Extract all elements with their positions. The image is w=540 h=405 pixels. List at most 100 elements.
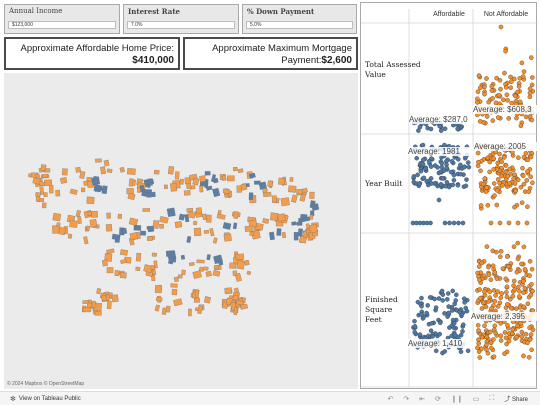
not-affordable-assessed-point [503,85,509,90]
not-affordable-year-point [515,220,521,226]
revert-icon[interactable]: ⇤ [419,395,426,403]
parcel [167,255,175,265]
view-on-tableau-label: View on Tableau Public [18,396,81,402]
affordable-year-point [451,220,457,226]
affordable-sqft-point [424,310,429,316]
parcel [148,178,153,186]
affordable-price-caption: Approximate Affordable Home Price: [20,43,174,54]
not-affordable-sqft-point [530,327,536,333]
affordable-year-point [428,220,433,226]
not-affordable-sqft-point [525,340,530,346]
not-affordable-sqft-point [527,325,532,331]
parcel [291,194,298,203]
parcel [79,171,86,179]
not-affordable-sqft-point [515,323,520,328]
parcel [232,270,237,276]
not-affordable-assessed-point [490,118,496,123]
annual-income-input[interactable]: $123,000 [8,21,116,29]
parcel [281,232,287,239]
not-affordable-year-point [516,155,521,160]
not-affordable-sqft-point [492,323,498,329]
interest-rate-input[interactable]: 7.0% [127,21,235,29]
parcel [154,304,160,312]
not-affordable-sqft-point [502,351,507,356]
distribution-chart: Affordable Not Affordable Total Assessed… [360,2,538,389]
not-affordable-sqft-point [505,302,510,307]
tableau-logo-icon: ✻ [10,396,16,403]
not-affordable-sqft-point [498,338,504,343]
not-affordable-sqft-point [519,261,524,267]
column-header-not-affordable: Not Affordable [483,11,529,18]
not-affordable-sqft-point [482,289,487,294]
parcel [129,232,138,241]
share-button[interactable]: ⤴ Share [504,397,528,403]
not-affordable-sqft-point [498,321,503,326]
tableau-footer: ✻ View on Tableau Public ↶ ↷ ⇤ ⟳ ❙❙ ▭ ⛶ … [0,391,540,405]
redo-icon[interactable]: ↷ [403,395,410,403]
not-affordable-year-point [507,166,513,172]
affordable-year-point [424,178,429,184]
annual-income-param: Annual Income $123,000 [4,4,120,34]
not-affordable-year-point [483,189,489,194]
not-affordable-assessed-point [516,84,522,89]
parcel [164,184,168,189]
parcel [142,208,150,212]
not-affordable-sqft-point [521,278,526,284]
parcel [235,253,245,260]
affordable-sqft-point [461,296,467,301]
parcel [244,259,250,266]
not-affordable-sqft-point [505,254,510,259]
affordable-sqft-point [446,304,451,309]
not-affordable-year-point [478,168,483,174]
not-affordable-sqft-point [527,337,533,342]
parcel [81,187,86,193]
parcel [127,193,136,201]
not-affordable-sqft-point [506,338,512,344]
fullscreen-icon[interactable]: ⛶ [489,394,495,402]
not-affordable-year-point [497,151,502,157]
parcel [120,249,128,256]
affordable-sqft-point [440,292,446,297]
parcel [171,288,178,296]
parcel [271,195,278,204]
not-affordable-sqft-point [488,340,494,345]
not-affordable-sqft-point [529,266,535,272]
affordable-sqft-point [433,348,439,354]
parcel [106,300,112,310]
comment-icon[interactable]: ▭ [472,395,480,403]
affordable-sqft-point [437,331,442,337]
view-on-tableau-link[interactable]: ✻ View on Tableau Public [10,395,81,403]
not-affordable-assessed-point [498,86,503,92]
pause-icon[interactable]: ❙❙ [451,395,463,403]
parcel [135,266,141,271]
not-affordable-sqft-point [479,334,485,340]
affordable-year-point [450,182,456,188]
not-affordable-year-point [525,169,530,174]
down-payment-input[interactable]: 5.0% [246,21,353,29]
not-affordable-assessed-point [521,69,527,74]
not-affordable-sqft-point [521,290,526,295]
parcel [104,253,113,262]
not-affordable-year-point [521,154,527,160]
affordable-year-point [439,160,445,166]
affordable-sqft-point [428,328,434,333]
interest-rate-label: Interest Rate [128,7,181,16]
parcel [193,227,202,237]
parcel-map[interactable]: © 2024 Mapbox © OpenStreetMap [4,73,358,389]
not-affordable-year-point [500,183,505,188]
not-affordable-sqft-point [492,270,498,275]
refresh-icon[interactable]: ⟳ [435,395,442,403]
undo-icon[interactable]: ↶ [387,395,394,403]
parcel [203,229,210,234]
parcel [32,177,41,185]
not-affordable-sqft-point [498,295,504,301]
not-affordable-year-point [491,167,496,172]
not-affordable-sqft-point [479,306,485,311]
not-affordable-sqft-point [476,328,481,333]
parcel-map-canvas[interactable] [4,73,358,389]
not-affordable-sqft-point [484,334,489,340]
parcel [293,232,299,241]
parcel [192,270,202,279]
parcel [67,233,73,239]
not-affordable-sqft-point [514,334,519,340]
